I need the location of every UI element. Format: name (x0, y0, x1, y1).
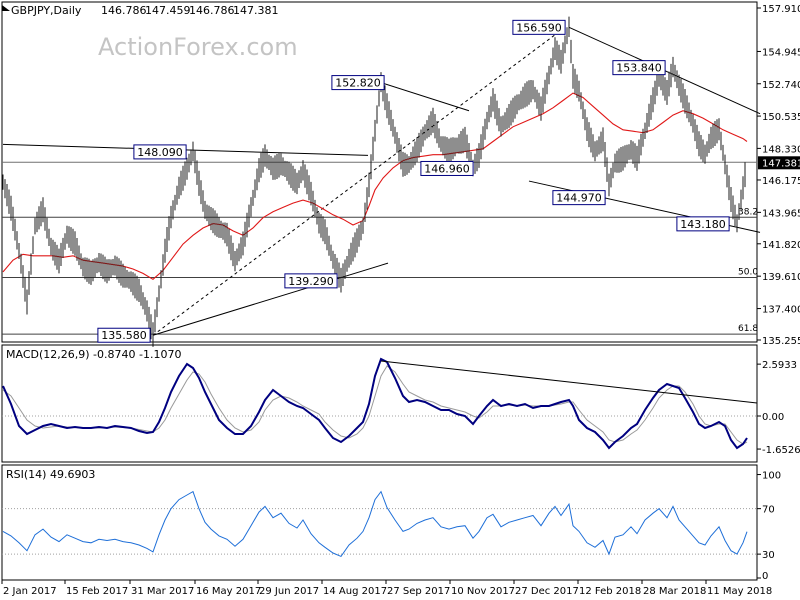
x-tick-label: 15 Feb 2017 (66, 586, 128, 597)
fib-label: 38.2 (738, 207, 758, 217)
level-label-152-820: 152.820 (331, 75, 385, 91)
rsi-y-tick-label: 30 (762, 550, 775, 561)
y-tick-label: 139.610 (762, 272, 800, 283)
level-label-box (552, 190, 606, 206)
current-price-marker (758, 156, 800, 170)
level-label-text: 139.290 (288, 275, 334, 288)
level-label-text: 156.590 (516, 21, 562, 34)
level-label-text: 143.180 (680, 218, 726, 231)
x-tick-label: 27 Sep 2017 (387, 586, 450, 597)
x-tick-label: 10 Nov 2017 (451, 586, 515, 597)
x-tick-label: 11 May 2018 (707, 586, 772, 597)
rsi-y-axis: 100 70 30 0 (757, 471, 781, 582)
x-tick-label: 14 Aug 2017 (323, 586, 387, 597)
rsi-y-tick-label: 70 (762, 505, 775, 516)
ohlc-high: 147.459 (145, 4, 191, 17)
level-label-143-180: 143.180 (676, 216, 730, 232)
ohlc-close: 147.381 (233, 4, 279, 17)
x-tick-label: 28 Mar 2018 (643, 586, 706, 597)
y-tick-label: 152.740 (762, 80, 800, 91)
level-label-148-090: 148.090 (133, 144, 187, 160)
watermark: ActionForex.com (98, 33, 298, 61)
x-tick-label: 29 Jun 2017 (259, 586, 319, 597)
macd-y-tick-label: 0.00 (762, 412, 784, 423)
y-tick-label: 141.820 (762, 240, 800, 251)
price-y-axis: 157.910 154.945 152.740 150.535 148.330 146.1… (757, 4, 800, 347)
x-tick-label: 2 Jan 2017 (3, 586, 57, 597)
price-panel: ActionForex.com 38.2 50.0 61.8 156.590 152.… (1, 1, 800, 347)
x-tick-label: 27 Dec 2017 (515, 586, 579, 597)
y-tick-label: 143.965 (762, 208, 800, 219)
price-level-labels: 156.590 152.820 153.840 148.090 146.960 144.9… (97, 19, 730, 343)
level-label-144-970: 144.970 (552, 190, 606, 206)
macd-y-tick-label: -1.6526 (762, 445, 800, 456)
level-label-box (284, 273, 338, 289)
y-tick-label: 135.255 (762, 336, 800, 347)
level-label-box (512, 19, 566, 35)
level-label-box (420, 160, 474, 176)
x-axis: 2 Jan 2017 15 Feb 2017 31 Mar 2017 16 May 2… (1, 580, 772, 597)
y-tick-label: 137.400 (762, 305, 800, 316)
moving-average-line (2, 92, 748, 280)
rsi-title: RSI(14) 49.6903 (6, 468, 95, 481)
level-label-text: 144.970 (556, 192, 602, 205)
ohlc-open: 146.786 (101, 4, 147, 17)
y-tick-label: 150.535 (762, 112, 800, 123)
chart-header: GBPJPY,Daily 146.786 147.459 146.786 147… (2, 4, 279, 17)
rsi-line (2, 490, 748, 558)
price-levels: 38.2 50.0 61.8 (2, 161, 758, 335)
macd-title: MACD(12,26,9) -0.8740 -1.1070 (6, 348, 181, 361)
macd-y-tick-label: 2.5933 (762, 360, 797, 371)
trendline (380, 82, 470, 112)
level-label-text: 146.960 (424, 162, 470, 175)
level-label-box (676, 216, 730, 232)
level-label-153-840: 153.840 (612, 60, 666, 76)
macd-main-line (2, 357, 748, 450)
level-label-box (133, 144, 187, 160)
y-tick-label: 148.330 (762, 144, 800, 155)
symbol-label: GBPJPY,Daily (11, 4, 82, 17)
level-label-146-960: 146.960 (420, 160, 474, 176)
x-tick-label: 12 Feb 2018 (579, 586, 641, 597)
x-tick-label: 16 May 2017 (196, 586, 261, 597)
y-tick-label: 154.945 (762, 47, 800, 58)
trendline (152, 26, 566, 336)
level-label-box (97, 327, 151, 343)
level-label-text: 135.580 (101, 329, 147, 342)
trendline (152, 262, 389, 336)
y-tick-label: 157.910 (762, 4, 800, 15)
x-tick-label: 31 Mar 2017 (131, 586, 194, 597)
rsi-panel: 100 70 30 0 RSI(14) 49.6903 (1, 464, 781, 582)
macd-y-axis: 2.5933 0.00 -1.6526 (757, 360, 800, 456)
current-price-label: 147.381 (762, 158, 800, 169)
fib-label: 61.8 (738, 324, 758, 334)
macd-trendline (380, 360, 758, 404)
level-label-135-580: 135.580 (97, 327, 151, 343)
level-label-text: 152.820 (335, 77, 381, 90)
rsi-y-tick-label: 100 (762, 471, 781, 482)
price-bars (2, 16, 746, 347)
macd-panel: 2.5933 0.00 -1.6526 MACD(12,26,9) -0.8740 … (1, 344, 800, 463)
rsi-y-tick-label: 0 (762, 571, 768, 582)
fib-label: 50.0 (738, 267, 758, 277)
y-tick-label: 146.175 (762, 176, 800, 187)
level-label-text: 148.090 (137, 146, 183, 159)
level-label-139-290: 139.290 (284, 273, 338, 289)
collapse-triangle-icon (2, 5, 10, 11)
macd-signal-line (2, 365, 748, 445)
level-label-text: 153.840 (616, 62, 662, 75)
ohlc-low: 146.786 (189, 4, 235, 17)
level-label-156-590: 156.590 (512, 19, 566, 35)
level-label-box (331, 75, 385, 91)
level-label-box (612, 60, 666, 76)
